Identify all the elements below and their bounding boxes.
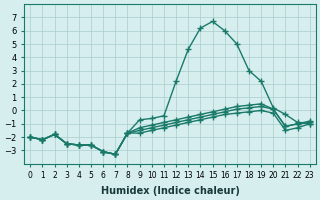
- X-axis label: Humidex (Indice chaleur): Humidex (Indice chaleur): [100, 186, 239, 196]
